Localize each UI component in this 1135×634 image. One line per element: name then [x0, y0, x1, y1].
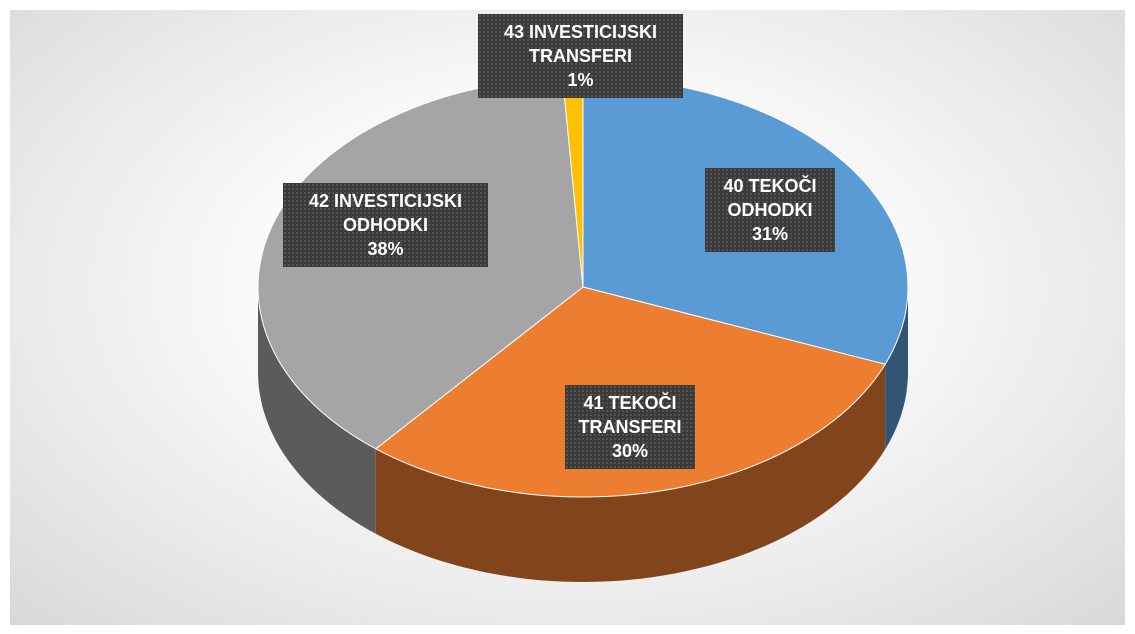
- data-label-name: 42 INVESTICIJSKI ODHODKI: [308, 191, 463, 235]
- data-label-name: 40 TEKOČI ODHODKI: [723, 176, 817, 220]
- data-label-value: 30%: [611, 441, 649, 461]
- slice-side: [375, 364, 886, 582]
- data-label: 43 INVESTICIJSKI TRANSFERI 1%: [478, 14, 683, 98]
- data-label-name: 41 TEKOČI TRANSFERI: [578, 393, 682, 437]
- data-label-value: 31%: [751, 224, 789, 244]
- data-label-value: 38%: [367, 239, 404, 259]
- data-label: 40 TEKOČI ODHODKI 31%: [705, 168, 835, 252]
- data-label: 41 TEKOČI TRANSFERI 30%: [565, 385, 695, 469]
- data-label-name: 43 INVESTICIJSKI TRANSFERI: [503, 22, 658, 66]
- data-label-value: 1%: [567, 70, 594, 90]
- slice-side: [258, 287, 376, 534]
- data-label: 42 INVESTICIJSKI ODHODKI 38%: [283, 183, 488, 267]
